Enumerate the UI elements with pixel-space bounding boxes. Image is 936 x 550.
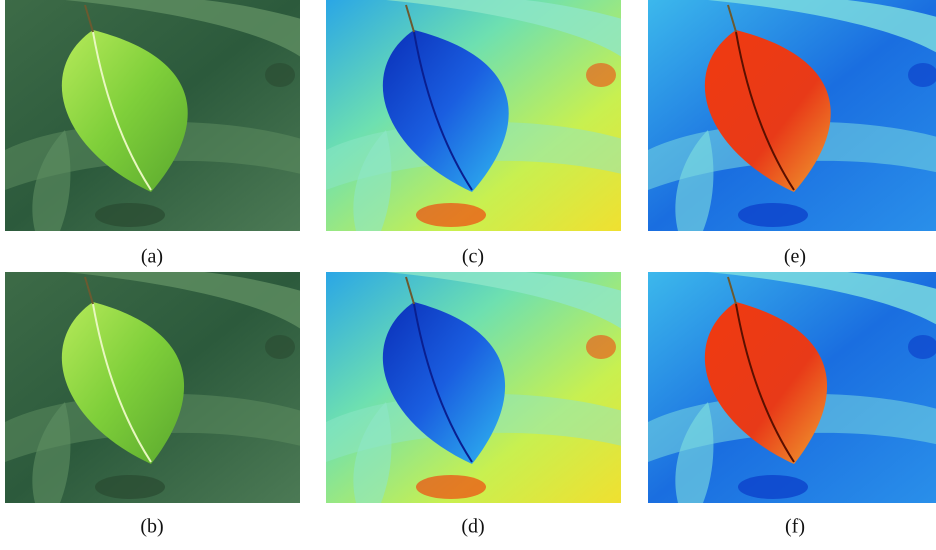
blotch [738, 203, 808, 227]
caption: (f) [785, 516, 805, 538]
caption: (b) [140, 516, 163, 538]
figure: (a) (c) (e) (b) (d) (f) [0, 0, 936, 550]
image-panel [648, 268, 936, 503]
image-panel [5, 0, 305, 231]
image-panel [648, 0, 936, 231]
image-panel [326, 0, 626, 231]
image-panel [326, 268, 626, 503]
blotch [265, 335, 295, 359]
blotch [95, 203, 165, 227]
caption: (e) [784, 246, 806, 268]
caption: (c) [462, 246, 484, 268]
blotch [265, 63, 295, 87]
blotch [586, 335, 616, 359]
page: (a)(c)(e)(b)(d)(f) (() => { const data =… [0, 0, 936, 550]
blotch [738, 475, 808, 499]
blotch [416, 475, 486, 499]
blotch [416, 203, 486, 227]
caption: (a) [141, 246, 163, 268]
blotch [586, 63, 616, 87]
caption: (d) [461, 516, 484, 538]
image-panel [5, 268, 305, 503]
blotch [95, 475, 165, 499]
